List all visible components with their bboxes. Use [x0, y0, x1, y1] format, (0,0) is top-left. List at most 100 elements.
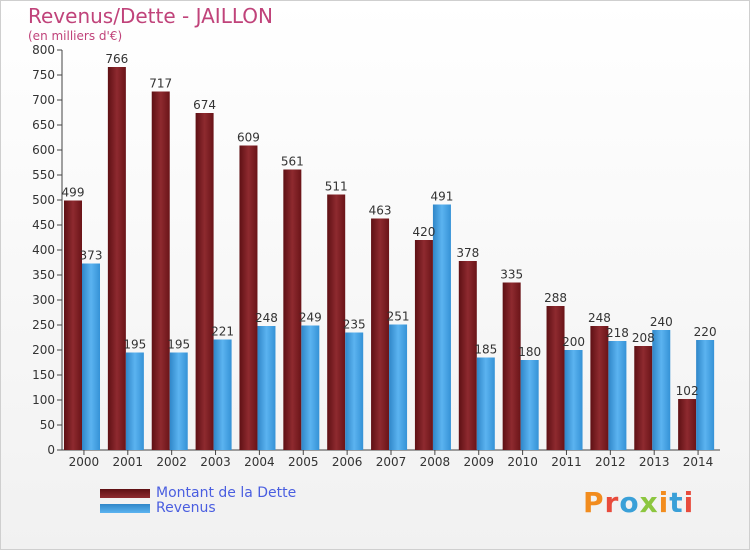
y-tick-label: 400: [32, 243, 55, 257]
bar-revenue-2000: [82, 263, 100, 450]
chart-subtitle: (en milliers d'€): [28, 29, 123, 43]
legend-swatch-revenue: [100, 503, 150, 513]
data-label-debt-2004: 609: [237, 131, 260, 145]
y-tick-label: 50: [40, 418, 55, 432]
x-tick-label: 2007: [376, 455, 407, 469]
data-label-revenue-2013: 240: [650, 315, 673, 329]
bar-revenue-2005: [301, 325, 320, 450]
y-tick-label: 250: [32, 318, 55, 332]
bars: [64, 67, 715, 450]
data-label-revenue-2014: 220: [694, 325, 717, 339]
y-tick-label: 150: [32, 368, 55, 382]
data-label-revenue-2006: 235: [343, 318, 366, 332]
data-label-debt-2001: 766: [105, 52, 128, 66]
x-tick-label: 2008: [420, 455, 451, 469]
data-labels: 499 373 766 195 717 195 674 221 609 248 561 249 511 2…: [62, 52, 717, 398]
bar-debt-2007: [371, 218, 390, 450]
y-tick-label: 100: [32, 393, 55, 407]
x-tick-label: 2013: [639, 455, 670, 469]
data-label-debt-2007: 463: [369, 204, 392, 218]
data-label-debt-2013: 208: [632, 331, 655, 345]
data-label-debt-2011: 288: [544, 291, 567, 305]
legend-item-debt: Montant de la Dette: [100, 486, 296, 501]
legend-swatch-debt: [100, 488, 150, 498]
bar-revenue-2010: [520, 360, 539, 450]
y-tick-label: 500: [32, 193, 55, 207]
x-tick-label: 2010: [507, 455, 538, 469]
y-tick-label: 650: [32, 118, 55, 132]
bar-debt-2001: [107, 67, 126, 450]
data-label-debt-2002: 717: [149, 77, 172, 91]
logo-letter: x: [639, 486, 659, 519]
data-label-revenue-2008: 491: [430, 190, 453, 204]
bar-revenue-2013: [652, 330, 671, 450]
data-label-revenue-2012: 218: [606, 326, 629, 340]
data-label-debt-2006: 511: [325, 180, 348, 194]
logo-letter: P: [583, 486, 605, 519]
logo-letter: r: [604, 486, 620, 519]
logo-letter: t: [669, 486, 684, 519]
logo-letter: i: [683, 486, 695, 519]
bar-revenue-2012: [608, 341, 627, 450]
y-tick-label: 200: [32, 343, 55, 357]
bar-revenue-2002: [169, 352, 188, 450]
x-tick-label: 2001: [113, 455, 144, 469]
x-tick-label: 2012: [595, 455, 626, 469]
bar-revenue-2009: [476, 357, 495, 450]
bar-debt-2011: [546, 306, 565, 450]
bar-debt-2000: [64, 200, 82, 450]
data-label-debt-2014: 102: [676, 384, 699, 398]
data-label-revenue-2010: 180: [518, 345, 541, 359]
bar-debt-2012: [590, 326, 609, 450]
bar-debt-2013: [634, 346, 653, 450]
data-label-debt-2010: 335: [500, 268, 523, 282]
legend: Montant de la Dette Revenus: [100, 486, 296, 516]
x-tick-label: 2009: [463, 455, 494, 469]
legend-label-revenue: Revenus: [156, 500, 216, 516]
bar-revenue-2001: [125, 352, 144, 450]
y-tick-label: 550: [32, 168, 55, 182]
bar-revenue-2003: [213, 339, 232, 450]
x-tick-label: 2014: [683, 455, 714, 469]
data-label-revenue-2007: 251: [387, 310, 410, 324]
logo-letter: i: [658, 486, 670, 519]
data-label-revenue-2011: 200: [562, 335, 585, 349]
bar-revenue-2004: [257, 326, 276, 450]
data-label-debt-2003: 674: [193, 98, 216, 112]
y-tick-label: 600: [32, 143, 55, 157]
data-label-debt-2000: 499: [62, 186, 85, 200]
data-label-revenue-2002: 195: [167, 338, 190, 352]
x-tick-label: 2004: [244, 455, 275, 469]
bar-debt-2009: [458, 261, 477, 450]
x-tick-label: 2003: [200, 455, 231, 469]
bar-revenue-2006: [345, 332, 364, 450]
data-label-revenue-2003: 221: [211, 325, 234, 339]
data-label-revenue-2000: 373: [80, 249, 103, 263]
data-label-revenue-2009: 185: [474, 343, 497, 357]
y-tick-label: 0: [47, 443, 55, 457]
legend-label-debt: Montant de la Dette: [156, 485, 297, 501]
logo-letter: o: [619, 486, 640, 519]
x-tick-label: 2005: [288, 455, 319, 469]
bar-revenue-2008: [432, 204, 451, 450]
bar-revenue-2011: [564, 350, 583, 450]
bar-revenue-2007: [389, 324, 408, 450]
bar-debt-2005: [283, 169, 302, 450]
x-tick-label: 2002: [156, 455, 187, 469]
y-tick-label: 450: [32, 218, 55, 232]
data-label-revenue-2005: 249: [299, 311, 322, 325]
bar-debt-2002: [151, 91, 170, 450]
y-tick-label: 700: [32, 93, 55, 107]
x-tick-label: 2000: [69, 455, 100, 469]
bar-debt-2004: [239, 145, 258, 450]
data-label-debt-2005: 561: [281, 155, 304, 169]
bar-debt-2010: [502, 282, 521, 450]
proxiti-logo: Proxiti: [583, 486, 694, 519]
data-label-debt-2008: 420: [412, 225, 435, 239]
bar-debt-2006: [327, 194, 346, 450]
x-tick-label: 2006: [332, 455, 363, 469]
y-tick-label: 800: [32, 43, 55, 57]
y-tick-label: 350: [32, 268, 55, 282]
x-tick-label: 2011: [551, 455, 582, 469]
